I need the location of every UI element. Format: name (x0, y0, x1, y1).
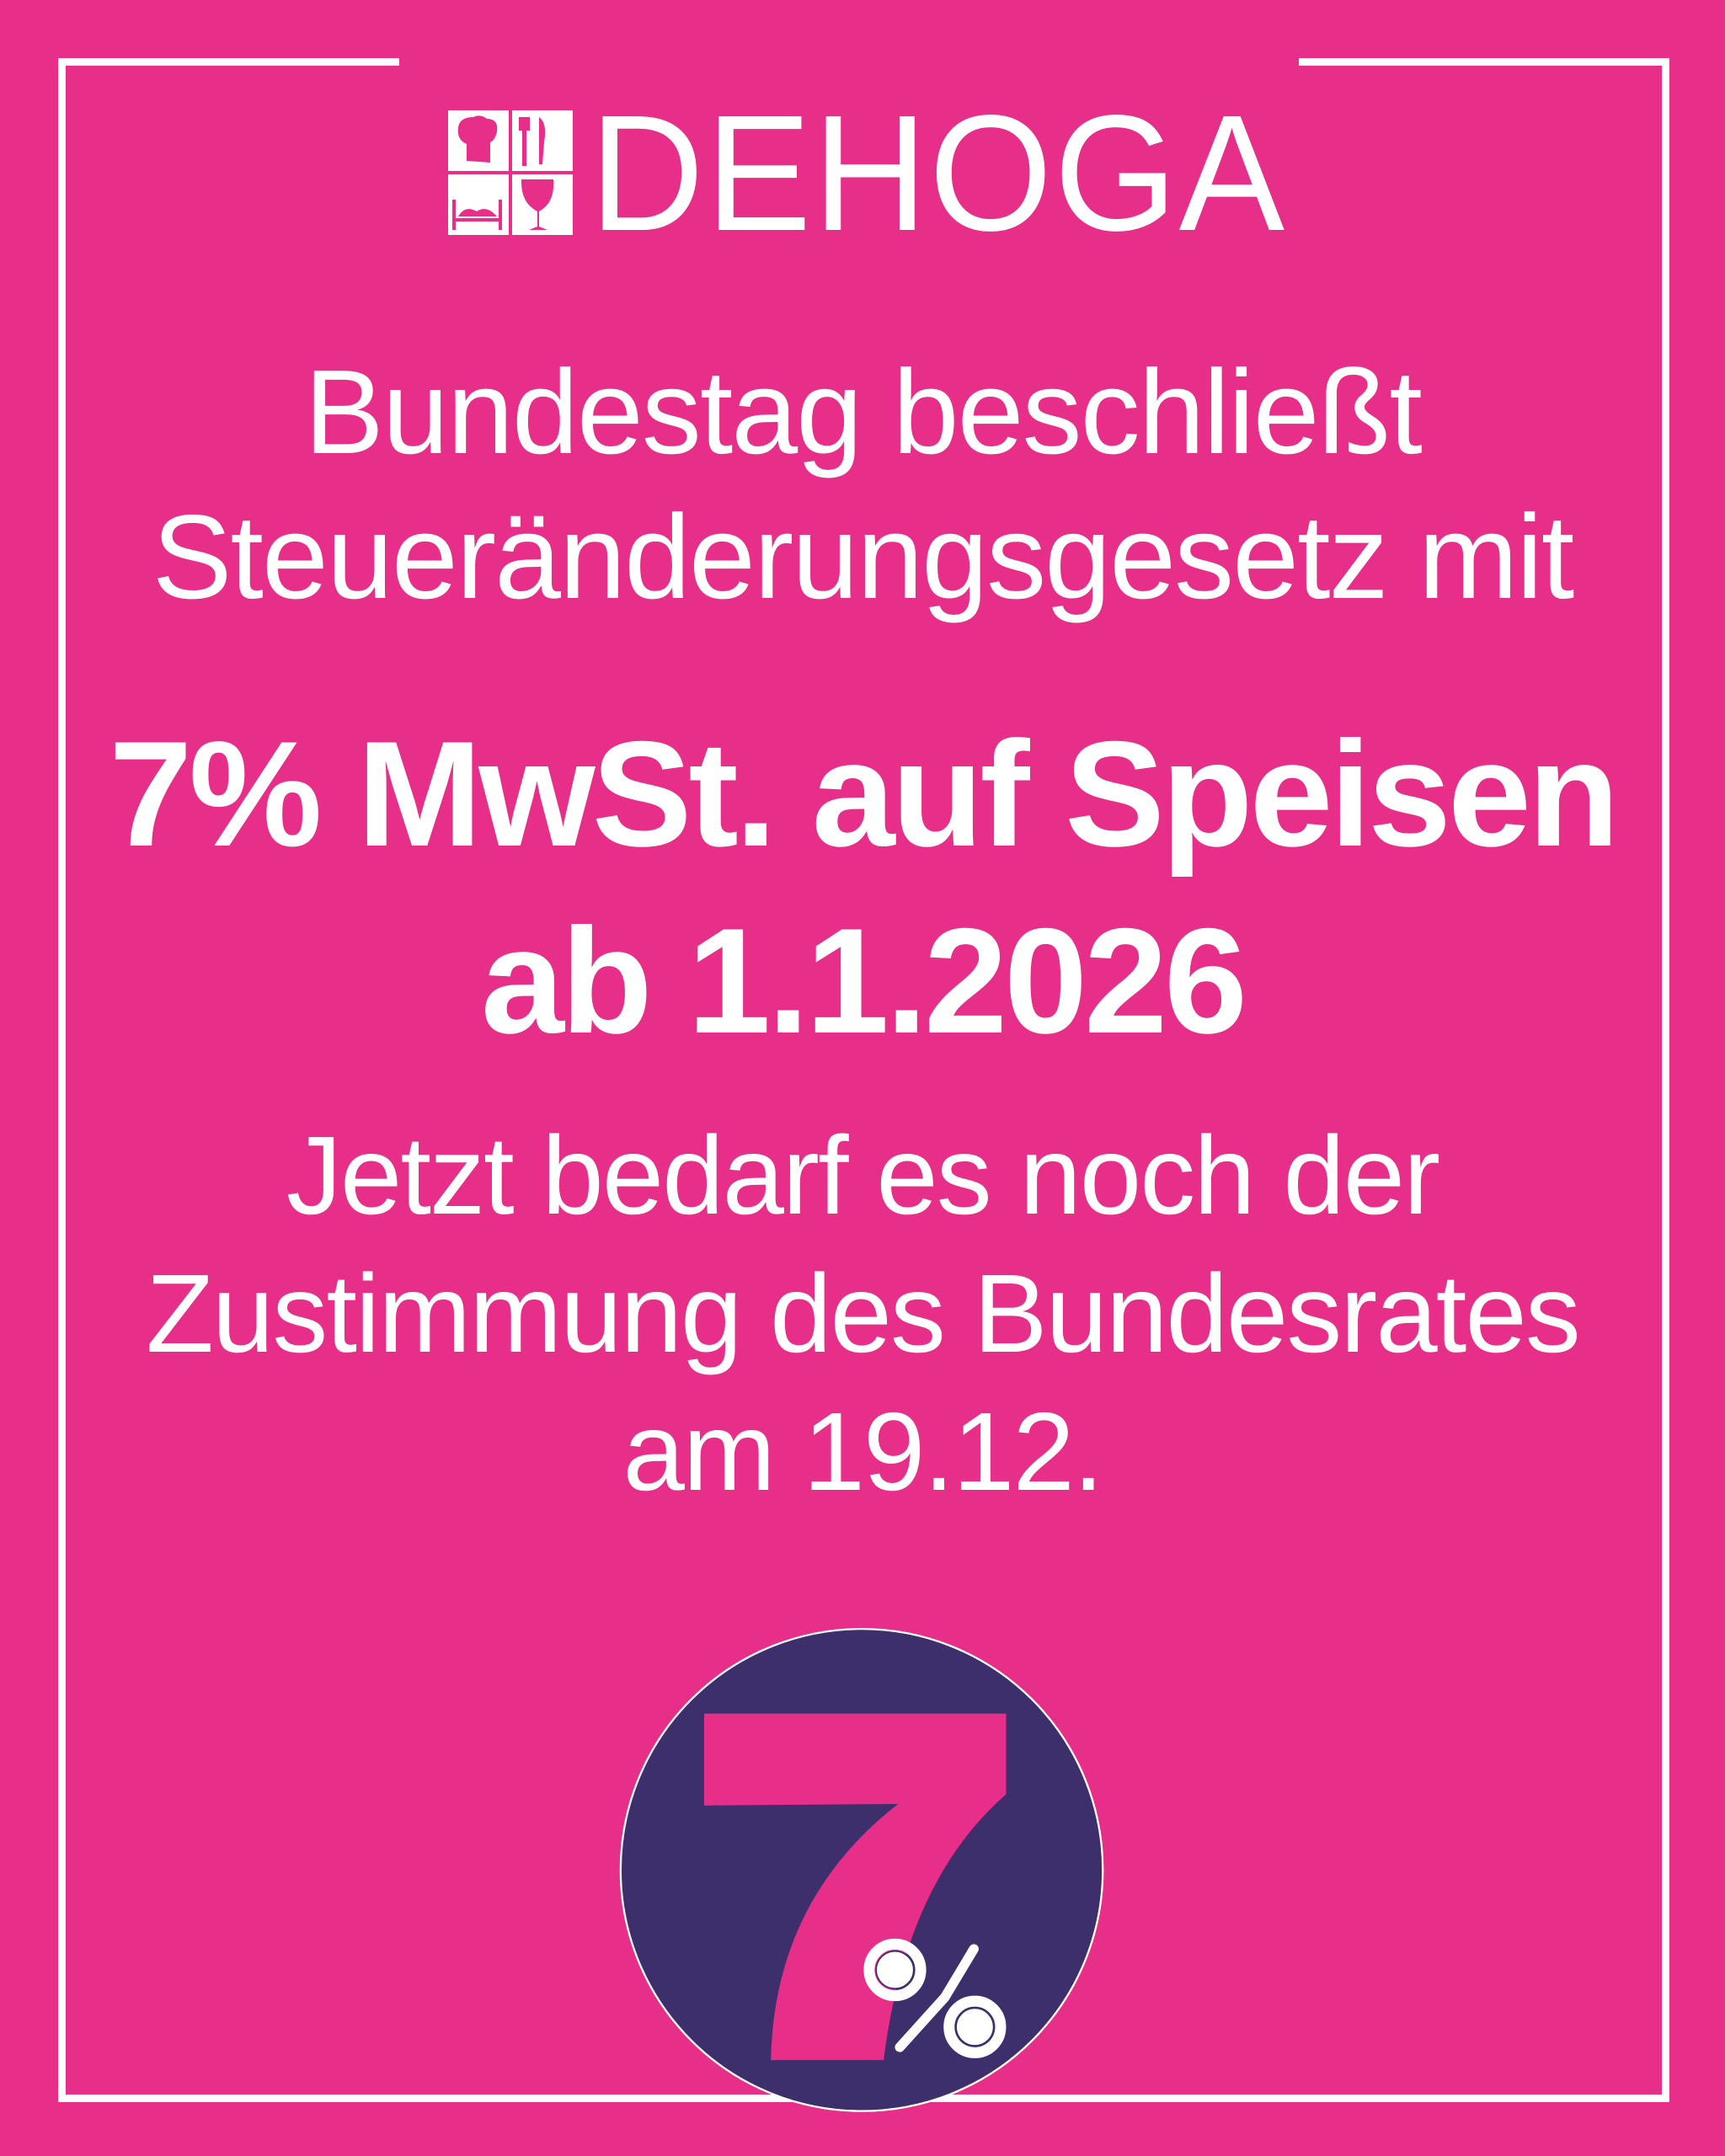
wine-glass-icon (512, 174, 573, 235)
highlight-line-2: ab 1.1.2026 (480, 897, 1247, 1065)
logo-wordmark: DEHOGA (590, 81, 1287, 265)
bed-icon (448, 174, 509, 235)
cutlery-icon (512, 110, 573, 171)
seven-percent-badge (619, 1628, 1104, 2112)
frame-left (58, 58, 66, 2102)
note-line-2: Zustimmung des Bundesrates (146, 1251, 1581, 1375)
note-line-1: Jetzt bedarf es noch der (286, 1113, 1440, 1237)
badge-seven (703, 1713, 1007, 2061)
headline-line-1: Bundestag beschließt (304, 345, 1423, 479)
highlight-line-1: 7% MwSt. auf Speisen (109, 710, 1619, 878)
chef-hat-icon (448, 110, 509, 171)
note-line-3: am 19.12. (622, 1390, 1103, 1513)
frame-right (1662, 58, 1669, 2102)
frame-top-left (58, 58, 399, 66)
percent-icon (863, 1938, 1007, 2058)
frame-top-right (1299, 58, 1669, 66)
logo-icons (448, 110, 573, 235)
headline-line-2: Steueränderungsgesetz mit (152, 490, 1575, 624)
